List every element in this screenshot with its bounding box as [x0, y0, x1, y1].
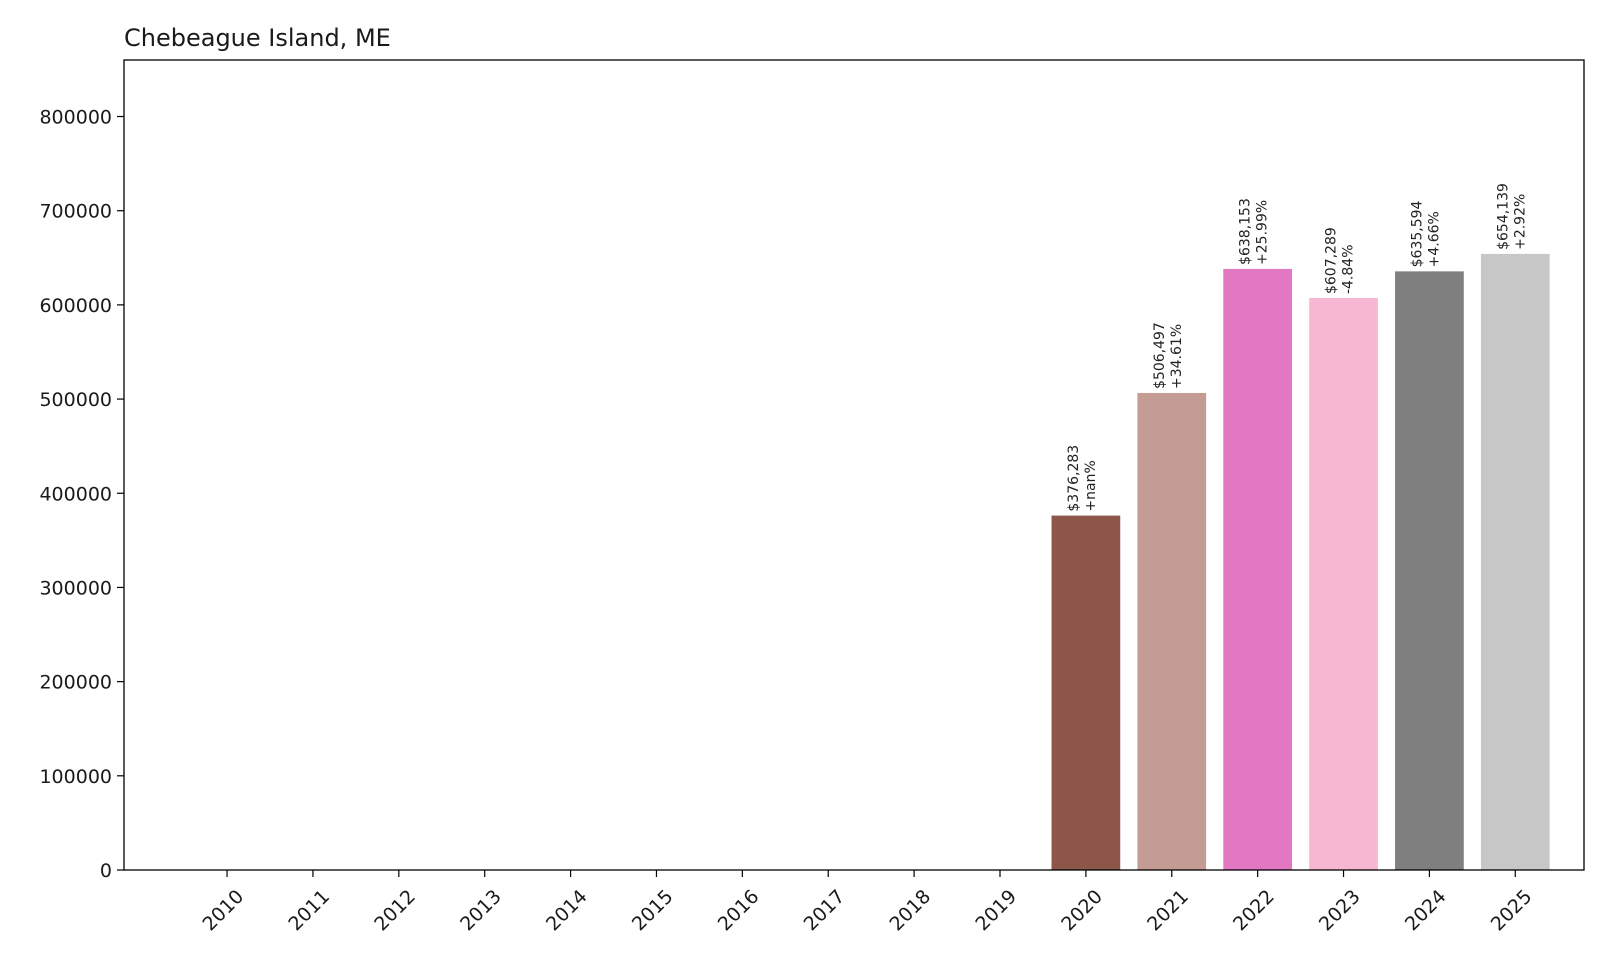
y-tick-label: 0	[100, 860, 112, 882]
y-tick-label: 300000	[39, 577, 112, 599]
bar-change-label: -4.84%	[1341, 244, 1357, 294]
x-tick-label: 2014	[542, 886, 592, 936]
bar	[1051, 515, 1121, 870]
y-tick-label: 500000	[39, 389, 112, 411]
bar-value-label: $506,497	[1152, 322, 1168, 389]
bar-change-label: +25.99%	[1255, 200, 1271, 265]
bar	[1480, 253, 1550, 870]
bar	[1223, 268, 1292, 870]
bar-change-label: +34.61%	[1169, 324, 1185, 389]
bar	[1309, 298, 1378, 870]
x-tick-label: 2021	[1143, 886, 1193, 936]
bar-change-label: +nan%	[1083, 460, 1099, 511]
x-tick-label: 2022	[1229, 886, 1279, 936]
x-tick-label: 2012	[370, 886, 420, 936]
y-tick-label: 400000	[39, 483, 112, 505]
x-tick-label: 2013	[456, 886, 506, 936]
y-tick-label: 800000	[39, 107, 112, 129]
x-tick-label: 2015	[628, 886, 678, 936]
x-tick-label: 2023	[1315, 886, 1365, 936]
x-tick-label: 2025	[1487, 886, 1537, 936]
y-tick-label: 100000	[39, 766, 112, 788]
y-tick-label: 600000	[39, 295, 112, 317]
bar-value-label: $654,139	[1495, 183, 1511, 250]
x-tick-label: 2018	[886, 886, 936, 936]
y-axis: 0 100000 200000 300000 400000 500000 600000 700…	[39, 107, 124, 882]
bar-labels: $376,283 +nan% $506,497 +34.61% $638,153 +25.…	[1066, 183, 1528, 512]
x-tick-label: 2010	[198, 886, 248, 936]
x-tick-label: 2016	[714, 886, 764, 936]
x-tick-label: 2024	[1401, 886, 1451, 936]
bars	[1051, 253, 1550, 870]
x-axis: 2010 2011 2012 2013 2014 2015 2016 2017 2018 2019…	[198, 870, 1536, 935]
bar-change-label: +4.66%	[1426, 211, 1442, 267]
chart-title: Chebeague Island, ME	[124, 24, 391, 52]
x-tick-label: 2019	[971, 886, 1021, 936]
bar	[1137, 392, 1207, 870]
x-tick-label: 2017	[800, 886, 850, 936]
bar-value-label: $376,283	[1066, 445, 1082, 512]
x-tick-label: 2020	[1057, 886, 1107, 936]
bar-value-label: $635,594	[1409, 200, 1425, 267]
plot-frame	[123, 59, 1585, 871]
bar	[1395, 271, 1464, 870]
y-tick-label: 700000	[39, 201, 112, 223]
bar-value-label: $638,153	[1238, 198, 1254, 265]
bar-value-label: $607,289	[1324, 227, 1340, 294]
x-tick-label: 2011	[284, 886, 334, 936]
bar-change-label: +2.92%	[1512, 194, 1528, 250]
y-tick-label: 200000	[39, 672, 112, 694]
